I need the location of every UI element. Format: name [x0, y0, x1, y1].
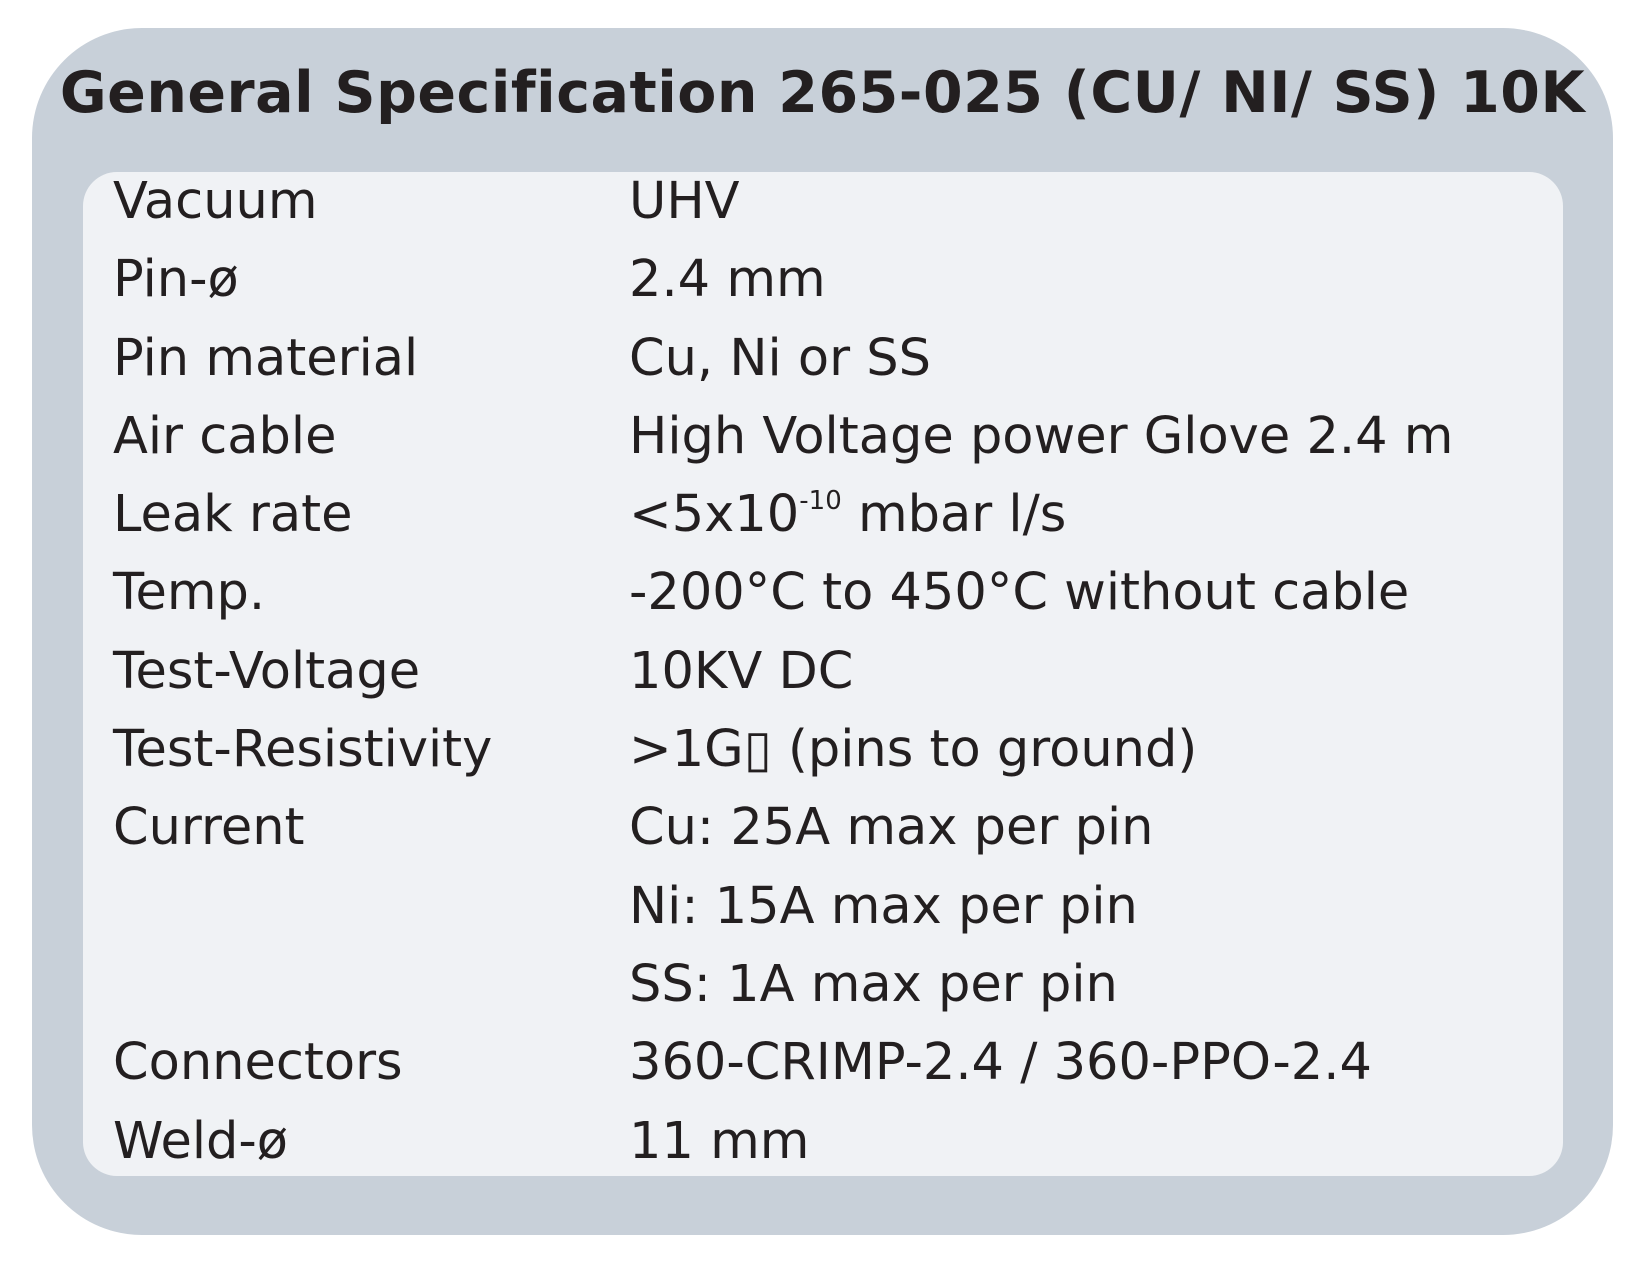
spec-row-current-ss: SS: 1A max per pin [0, 946, 1636, 1024]
spec-value: 11 mm [629, 1111, 810, 1171]
spec-row-leak-rate: Leak rate <5x10-10 mbar l/s [0, 476, 1636, 554]
spec-value: -200°C to 450°C without cable [629, 563, 1410, 623]
spec-row-connectors: Connectors 360-CRIMP-2.4 / 360-PPO-2.4 [0, 1024, 1636, 1102]
leak-rate-unit: mbar l/s [841, 485, 1067, 545]
spec-row-current-ni: Ni: 15A max per pin [0, 868, 1636, 946]
spec-value: High Voltage power Glove 2.4 m [629, 406, 1454, 466]
spec-value: SS: 1A max per pin [629, 954, 1118, 1014]
spec-row-temp: Temp. -200°C to 450°C without cable [0, 554, 1636, 632]
spec-value: >1G▯ (pins to ground) [629, 720, 1198, 780]
spec-table: Vacuum UHV Pin-ø 2.4 mm Pin material Cu, Ni… [0, 163, 1636, 1181]
spec-label: Leak rate [113, 485, 353, 545]
spec-row-pin-diameter: Pin-ø 2.4 mm [0, 241, 1636, 319]
spec-label: Test-Resistivity [113, 720, 493, 780]
spec-value: Cu: 25A max per pin [629, 798, 1154, 858]
spec-row-vacuum: Vacuum UHV [0, 163, 1636, 241]
spec-title: General Specification 265-025 (CU/ NI/ S… [59, 60, 1586, 126]
spec-label: Weld-ø [113, 1111, 288, 1171]
spec-label: Air cable [113, 406, 337, 466]
spec-row-air-cable: Air cable High Voltage power Glove 2.4 m [0, 398, 1636, 476]
spec-label: Test-Voltage [113, 641, 421, 701]
spec-label: Connectors [113, 1033, 403, 1093]
spec-value: <5x10-10 mbar l/s [629, 476, 1066, 554]
spec-label: Vacuum [113, 172, 318, 231]
spec-label: Current [113, 798, 305, 858]
spec-value: Cu, Ni or SS [629, 328, 932, 388]
spec-row-test-voltage: Test-Voltage 10KV DC [0, 633, 1636, 711]
spec-row-pin-material: Pin material Cu, Ni or SS [0, 320, 1636, 398]
spec-value: UHV [629, 172, 740, 231]
leak-rate-exponent: -10 [799, 486, 842, 517]
spec-value: 10KV DC [629, 641, 854, 701]
spec-value: 2.4 mm [629, 250, 826, 310]
spec-panel [83, 172, 1563, 1176]
spec-row-current-cu: Current Cu: 25A max per pin [0, 789, 1636, 867]
spec-label: Pin-ø [113, 250, 239, 310]
spec-value: 360-CRIMP-2.4 / 360-PPO-2.4 [629, 1033, 1372, 1093]
spec-row-weld-diameter: Weld-ø 11 mm [0, 1103, 1636, 1181]
spec-value: Ni: 15A max per pin [629, 876, 1138, 936]
spec-row-test-resistivity: Test-Resistivity >1G▯ (pins to ground) [0, 711, 1636, 789]
leak-rate-base: <5x10 [629, 485, 800, 545]
spec-label: Pin material [113, 328, 419, 388]
spec-label: Temp. [113, 563, 266, 623]
